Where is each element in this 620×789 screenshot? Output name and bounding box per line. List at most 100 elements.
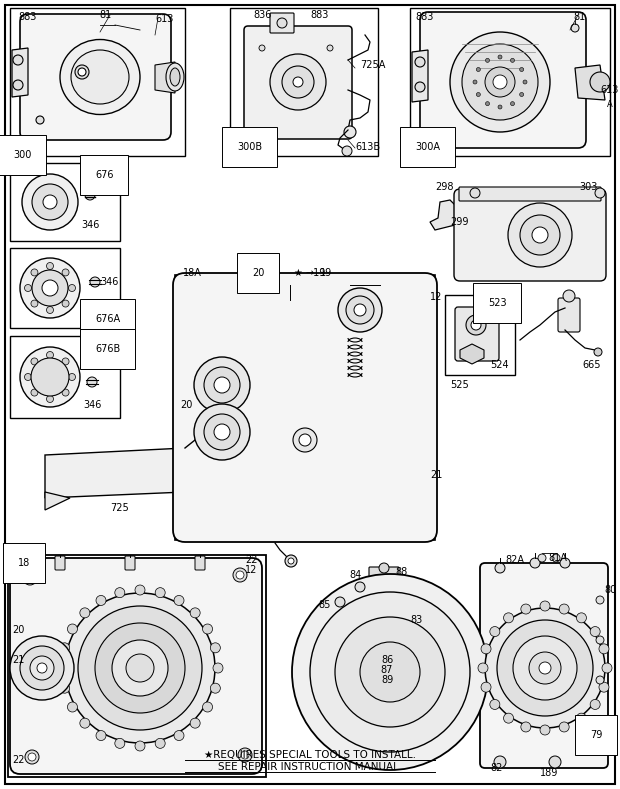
Circle shape xyxy=(46,263,53,270)
Circle shape xyxy=(155,739,165,748)
Text: 20: 20 xyxy=(252,268,264,278)
Bar xyxy=(44,365,54,370)
Text: 300A: 300A xyxy=(415,142,440,152)
Circle shape xyxy=(508,203,572,267)
Circle shape xyxy=(415,57,425,67)
Circle shape xyxy=(415,82,425,92)
Circle shape xyxy=(282,66,314,98)
Circle shape xyxy=(37,663,47,673)
Circle shape xyxy=(327,45,333,51)
Bar xyxy=(10,163,120,241)
Circle shape xyxy=(530,558,540,568)
Text: 346: 346 xyxy=(83,400,101,410)
Circle shape xyxy=(481,682,491,692)
Text: 725A: 725A xyxy=(360,60,386,70)
Circle shape xyxy=(485,67,515,97)
Circle shape xyxy=(560,558,570,568)
Circle shape xyxy=(462,44,538,120)
Text: 524: 524 xyxy=(490,360,508,370)
Text: 81: 81 xyxy=(99,10,111,20)
Circle shape xyxy=(379,563,389,573)
Text: 81A: 81A xyxy=(548,553,567,563)
Bar xyxy=(10,336,120,418)
Circle shape xyxy=(354,304,366,316)
Text: 300B: 300B xyxy=(237,142,262,152)
Circle shape xyxy=(292,574,488,770)
Ellipse shape xyxy=(75,65,89,79)
Text: 299: 299 xyxy=(450,217,469,227)
Circle shape xyxy=(510,102,515,106)
Bar xyxy=(410,8,610,156)
Circle shape xyxy=(485,608,605,728)
Circle shape xyxy=(80,608,90,618)
Text: 81: 81 xyxy=(574,12,586,22)
Circle shape xyxy=(68,373,76,380)
Circle shape xyxy=(112,640,168,696)
Text: 883: 883 xyxy=(310,10,329,20)
Text: ★REQUIRES SPECIAL TOOLS TO INSTALL.: ★REQUIRES SPECIAL TOOLS TO INSTALL. xyxy=(204,750,416,760)
Text: 87: 87 xyxy=(381,665,393,675)
FancyBboxPatch shape xyxy=(10,558,262,774)
Circle shape xyxy=(174,596,184,605)
Circle shape xyxy=(293,428,317,452)
Text: 523: 523 xyxy=(488,298,507,308)
Circle shape xyxy=(596,596,604,604)
Text: 12: 12 xyxy=(245,565,257,575)
Circle shape xyxy=(577,613,587,623)
FancyBboxPatch shape xyxy=(173,273,437,542)
Circle shape xyxy=(194,357,250,413)
Circle shape xyxy=(115,739,125,748)
Circle shape xyxy=(498,55,502,59)
Circle shape xyxy=(520,215,560,255)
Text: 725: 725 xyxy=(110,503,130,513)
Text: 22: 22 xyxy=(245,555,257,565)
Circle shape xyxy=(503,713,513,724)
Text: 525: 525 xyxy=(450,380,469,390)
Circle shape xyxy=(96,731,106,741)
Circle shape xyxy=(78,606,202,730)
Circle shape xyxy=(513,636,577,700)
Text: 300: 300 xyxy=(13,150,32,160)
Text: 20: 20 xyxy=(180,400,192,410)
Text: ★: ★ xyxy=(294,268,303,278)
Circle shape xyxy=(30,656,54,680)
Bar xyxy=(10,248,120,328)
Circle shape xyxy=(155,588,165,597)
Circle shape xyxy=(43,195,57,209)
Circle shape xyxy=(596,636,604,644)
Text: 21: 21 xyxy=(12,655,24,665)
Circle shape xyxy=(213,663,223,673)
Text: 346: 346 xyxy=(81,220,99,230)
Circle shape xyxy=(590,72,610,92)
Circle shape xyxy=(25,750,39,764)
Text: 613B: 613B xyxy=(355,142,380,152)
Text: 20: 20 xyxy=(12,625,24,635)
Text: 18A: 18A xyxy=(183,268,202,278)
Circle shape xyxy=(42,280,58,296)
Circle shape xyxy=(503,613,513,623)
Polygon shape xyxy=(460,344,484,364)
Bar xyxy=(230,8,378,156)
Circle shape xyxy=(490,699,500,709)
Circle shape xyxy=(481,644,491,654)
Circle shape xyxy=(31,269,38,276)
Circle shape xyxy=(471,320,481,330)
Text: 676A: 676A xyxy=(95,314,120,324)
Ellipse shape xyxy=(166,63,184,91)
Text: 676B: 676B xyxy=(95,344,120,354)
Circle shape xyxy=(32,270,68,306)
Circle shape xyxy=(210,643,220,653)
Circle shape xyxy=(190,718,200,728)
Text: 84: 84 xyxy=(350,570,362,580)
Circle shape xyxy=(68,624,78,634)
Circle shape xyxy=(529,652,561,684)
Circle shape xyxy=(285,555,297,567)
Text: 86: 86 xyxy=(381,655,393,665)
Circle shape xyxy=(540,725,550,735)
Circle shape xyxy=(335,617,445,727)
Circle shape xyxy=(203,702,213,712)
Text: 80: 80 xyxy=(604,585,616,595)
Bar xyxy=(445,295,515,375)
Circle shape xyxy=(476,92,480,96)
Circle shape xyxy=(68,285,76,291)
